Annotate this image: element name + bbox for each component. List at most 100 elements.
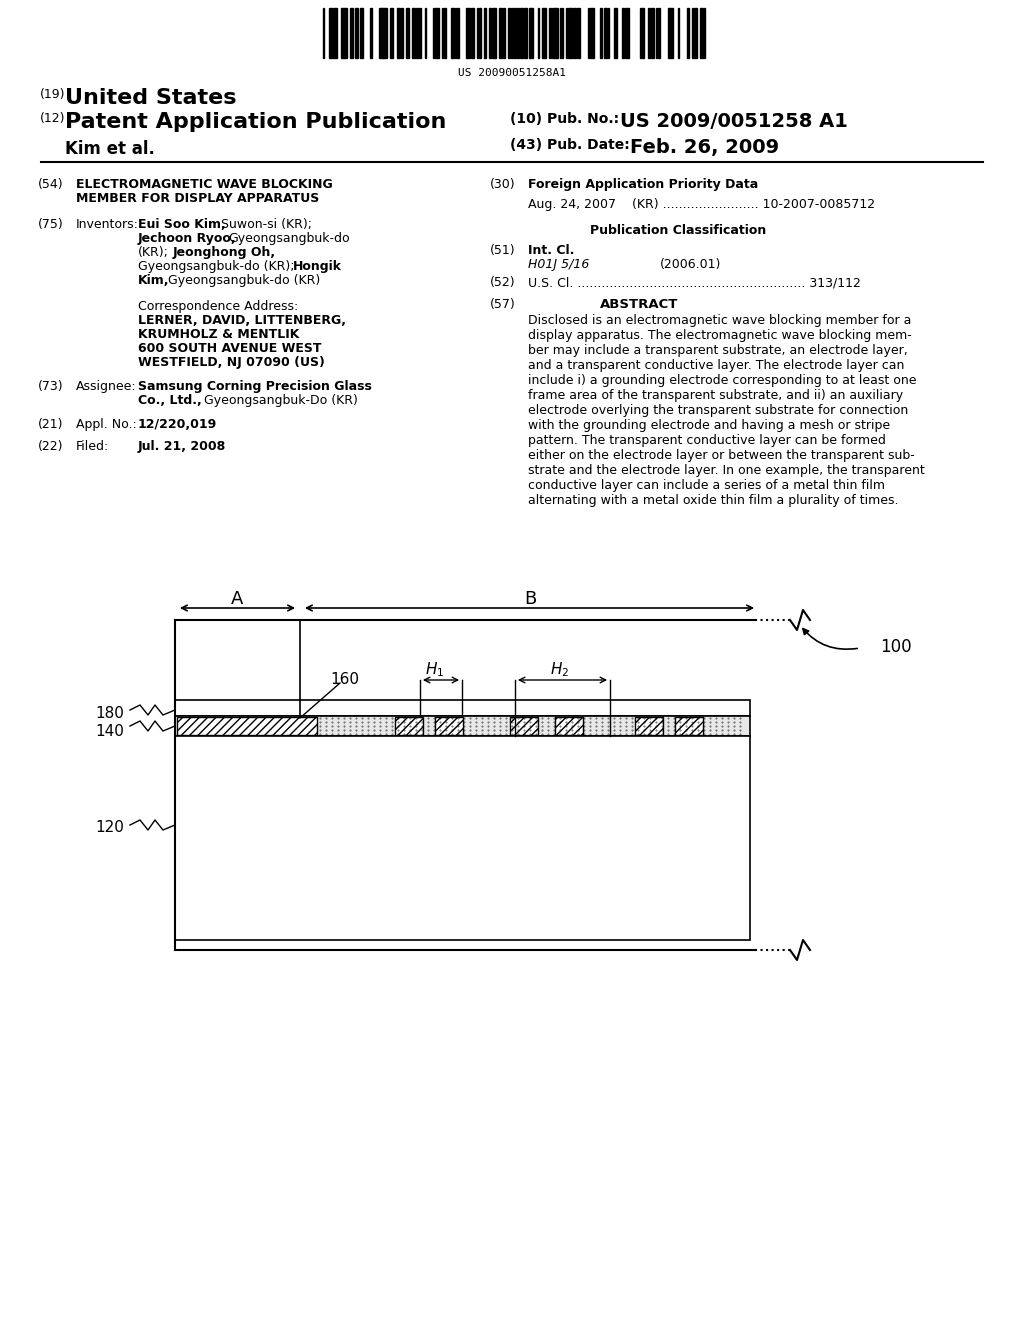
- Text: Suwon-si (KR);: Suwon-si (KR);: [221, 218, 312, 231]
- Bar: [489, 8, 490, 58]
- Text: Gyeongsangbuk-do: Gyeongsangbuk-do: [228, 232, 349, 246]
- Text: Jeonghong Oh,: Jeonghong Oh,: [173, 246, 276, 259]
- Text: U.S. Cl. ......................................................... 313/112: U.S. Cl. ...............................…: [528, 276, 861, 289]
- Text: Inventors:: Inventors:: [76, 218, 139, 231]
- Text: Kim et al.: Kim et al.: [65, 140, 155, 158]
- Text: (51): (51): [490, 244, 516, 257]
- Text: B: B: [524, 590, 537, 609]
- Text: Foreign Application Priority Data: Foreign Application Priority Data: [528, 178, 758, 191]
- Text: Patent Application Publication: Patent Application Publication: [65, 112, 446, 132]
- Bar: [484, 8, 486, 58]
- Bar: [520, 8, 523, 58]
- Text: Co., Ltd.,: Co., Ltd.,: [138, 393, 202, 407]
- Text: 180: 180: [95, 706, 124, 721]
- Bar: [614, 8, 617, 58]
- Text: (22): (22): [38, 440, 63, 453]
- Bar: [555, 717, 583, 735]
- Text: Eui Soo Kim,: Eui Soo Kim,: [138, 218, 225, 231]
- Bar: [492, 8, 494, 58]
- Bar: [397, 8, 400, 58]
- Text: 600 SOUTH AVENUE WEST: 600 SOUTH AVENUE WEST: [138, 342, 322, 355]
- Bar: [329, 8, 332, 58]
- Text: ABSTRACT: ABSTRACT: [600, 298, 678, 312]
- Text: (57): (57): [490, 298, 516, 312]
- Bar: [640, 8, 643, 58]
- Text: Aug. 24, 2007    (KR) ........................ 10-2007-0085712: Aug. 24, 2007 (KR) .....................…: [528, 198, 876, 211]
- Bar: [479, 8, 481, 58]
- Bar: [635, 717, 663, 735]
- Text: Publication Classification: Publication Classification: [590, 224, 766, 238]
- Text: Disclosed is an electromagnetic wave blocking member for a
display apparatus. Th: Disclosed is an electromagnetic wave blo…: [528, 314, 925, 507]
- Text: $H_2$: $H_2$: [551, 660, 569, 678]
- Bar: [604, 8, 607, 58]
- Bar: [350, 8, 353, 58]
- Text: Filed:: Filed:: [76, 440, 110, 453]
- Bar: [542, 8, 545, 58]
- Bar: [344, 8, 347, 58]
- Bar: [175, 700, 750, 715]
- Text: ELECTROMAGNETIC WAVE BLOCKING: ELECTROMAGNETIC WAVE BLOCKING: [76, 178, 333, 191]
- Text: MEMBER FOR DISPLAY APPARATUS: MEMBER FOR DISPLAY APPARATUS: [76, 191, 319, 205]
- Text: Jechoon Ryoo,: Jechoon Ryoo,: [138, 232, 237, 246]
- Text: Hongik: Hongik: [293, 260, 342, 273]
- Bar: [435, 717, 463, 735]
- Text: US 20090051258A1: US 20090051258A1: [458, 69, 566, 78]
- Text: Correspondence Address:: Correspondence Address:: [138, 300, 298, 313]
- Bar: [361, 8, 362, 58]
- Bar: [379, 8, 381, 58]
- Bar: [175, 715, 750, 737]
- Bar: [700, 8, 703, 58]
- Bar: [341, 8, 344, 58]
- Bar: [436, 8, 439, 58]
- Text: (10) Pub. No.:: (10) Pub. No.:: [510, 112, 620, 125]
- Text: KRUMHOLZ & MENTLIK: KRUMHOLZ & MENTLIK: [138, 327, 299, 341]
- Text: (43) Pub. Date:: (43) Pub. Date:: [510, 139, 630, 152]
- Text: Feb. 26, 2009: Feb. 26, 2009: [630, 139, 779, 157]
- Bar: [494, 8, 496, 58]
- Text: Jul. 21, 2008: Jul. 21, 2008: [138, 440, 226, 453]
- Bar: [524, 8, 527, 58]
- Text: (54): (54): [38, 178, 63, 191]
- Text: (52): (52): [490, 276, 516, 289]
- Text: (30): (30): [490, 178, 516, 191]
- Bar: [416, 8, 419, 58]
- Bar: [444, 8, 446, 58]
- Bar: [573, 8, 575, 58]
- Bar: [670, 8, 673, 58]
- Text: (75): (75): [38, 218, 63, 231]
- Text: H01J 5/16: H01J 5/16: [528, 257, 590, 271]
- Text: 140: 140: [95, 723, 124, 739]
- Bar: [395, 717, 423, 735]
- Bar: [452, 8, 454, 58]
- Text: Assignee:: Assignee:: [76, 380, 136, 393]
- Bar: [687, 8, 689, 58]
- Bar: [510, 717, 538, 735]
- Text: 100: 100: [880, 638, 911, 656]
- Bar: [577, 8, 580, 58]
- Bar: [177, 717, 317, 735]
- Bar: [517, 8, 519, 58]
- Bar: [401, 8, 403, 58]
- Bar: [626, 8, 629, 58]
- Bar: [467, 8, 470, 58]
- Bar: [175, 737, 750, 940]
- Bar: [457, 8, 459, 58]
- Text: (21): (21): [38, 418, 63, 432]
- Text: United States: United States: [65, 88, 237, 108]
- Bar: [590, 8, 593, 58]
- Bar: [658, 8, 660, 58]
- Text: Appl. No.:: Appl. No.:: [76, 418, 137, 432]
- Text: Kim,: Kim,: [138, 275, 170, 286]
- Bar: [384, 8, 387, 58]
- Text: (73): (73): [38, 380, 63, 393]
- Text: $H_1$: $H_1$: [425, 660, 444, 678]
- Text: 120: 120: [95, 820, 124, 836]
- Text: Samsung Corning Precision Glass: Samsung Corning Precision Glass: [138, 380, 372, 393]
- Bar: [499, 8, 502, 58]
- Bar: [412, 8, 415, 58]
- Text: Gyeongsangbuk-do (KR);: Gyeongsangbuk-do (KR);: [138, 260, 295, 273]
- Bar: [334, 8, 337, 58]
- Text: A: A: [231, 590, 244, 609]
- Bar: [622, 8, 624, 58]
- Text: Gyeongsangbuk-Do (KR): Gyeongsangbuk-Do (KR): [200, 393, 357, 407]
